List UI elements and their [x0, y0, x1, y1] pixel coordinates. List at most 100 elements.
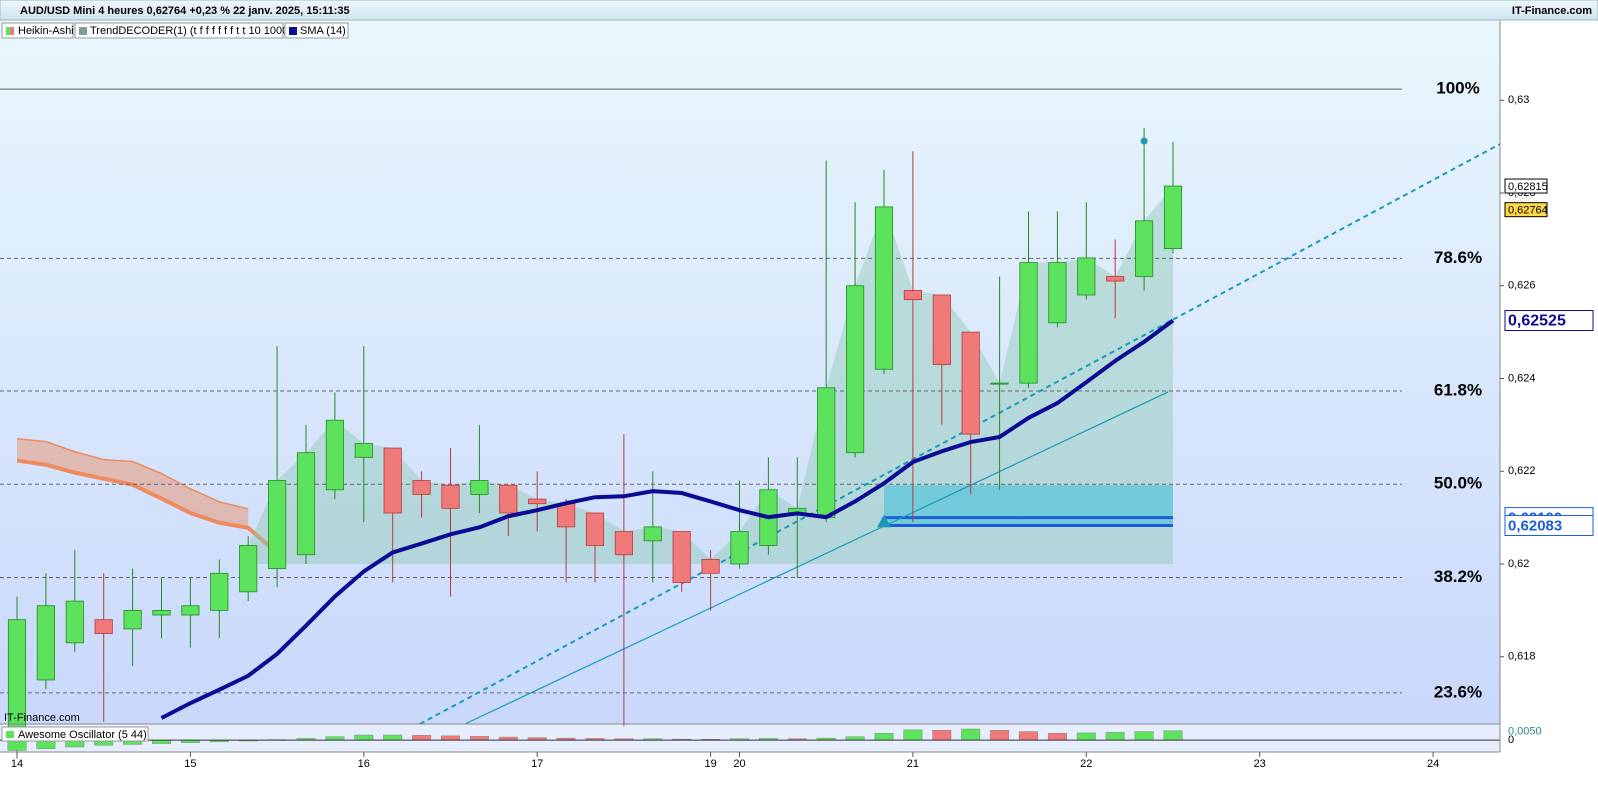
candle-body: [239, 545, 258, 593]
candle-body: [1135, 220, 1154, 277]
candle-body: [1019, 262, 1038, 384]
fib-label: 61.8%: [1434, 380, 1482, 399]
candle-body: [94, 619, 113, 634]
osc-tick-label: 0,0050: [1508, 725, 1542, 737]
legend-swatch: [289, 27, 297, 35]
osc-bar: [469, 736, 489, 741]
osc-bar: [412, 735, 432, 741]
fib-label: 78.6%: [1434, 248, 1482, 267]
osc-bar: [441, 735, 460, 741]
candle-body: [296, 452, 316, 556]
fib-label: 23.6%: [1434, 682, 1482, 701]
legend-label: TrendDECODER(1) (t f f f f f f t t 10 10…: [90, 25, 292, 37]
x-tick-label: 15: [184, 758, 196, 770]
candle-body: [7, 619, 27, 746]
candle-body: [210, 572, 229, 611]
osc-bar: [383, 734, 403, 741]
legend-box: [1, 22, 74, 39]
y-tick-label: 0,63: [1508, 94, 1529, 106]
osc-legend-box: [1, 726, 149, 742]
candle-body: [325, 419, 344, 491]
price-label-box: [1504, 178, 1548, 194]
trendline: [464, 391, 1169, 725]
candle-body: [846, 285, 865, 454]
price-label: 0,62525: [1508, 313, 1566, 330]
price-label: 0,62815: [1508, 181, 1548, 193]
fib-label: 50.0%: [1434, 474, 1482, 493]
x-tick-label: 16: [358, 758, 370, 770]
x-tick-label: 14: [11, 758, 23, 770]
osc-bar: [990, 729, 1010, 741]
legend-swatch: [79, 27, 87, 35]
source: IT-Finance.com: [1512, 5, 1592, 17]
candle-body: [528, 498, 547, 505]
x-tick-label: 22: [1080, 758, 1092, 770]
osc-bar: [325, 736, 345, 741]
osc-bar: [1047, 733, 1067, 741]
x-tick-label: 20: [733, 758, 745, 770]
x-tick-label: 17: [531, 758, 543, 770]
candle-body: [874, 206, 894, 370]
candle-body: [268, 480, 287, 570]
fib-label: 38.2%: [1434, 567, 1482, 586]
candle-body: [643, 526, 662, 542]
candle-body: [585, 512, 605, 546]
candle-body: [1106, 276, 1125, 282]
candle-body: [499, 484, 518, 514]
candle-body: [383, 447, 402, 514]
y-tick-label: 0,622: [1508, 465, 1536, 477]
x-tick-label: 21: [907, 758, 919, 770]
osc-bar: [152, 739, 171, 744]
candle-body: [412, 480, 431, 495]
candle-body: [903, 289, 922, 301]
candle-body: [932, 294, 951, 365]
osc-bar: [961, 728, 981, 741]
osc-bar: [845, 736, 865, 741]
y-tick-label: 0,618: [1508, 651, 1536, 663]
osc-bar: [932, 729, 952, 741]
legend-swatch: [10, 27, 14, 35]
osc-bar: [1105, 732, 1125, 741]
osc-tick-label: 0: [1508, 734, 1514, 746]
osc-bar: [903, 729, 923, 741]
legend-label: Heikin-Ashi: [18, 25, 74, 37]
osc-title: Awesome Oscillator (5 44): [18, 729, 147, 741]
header-bar: [0, 0, 1598, 21]
legend-swatch: [6, 731, 14, 738]
candle-body: [65, 600, 84, 644]
y-tick-label: 0,626: [1508, 280, 1536, 292]
candle-body: [441, 484, 460, 509]
legend-swatch: [6, 27, 10, 35]
price-label-box: [1504, 515, 1594, 537]
legend: Heikin-Ashi TrendDECODER(1) (t f f f f f…: [1, 22, 349, 39]
y-tick-label: 0,624: [1508, 372, 1536, 384]
candle-body: [672, 531, 691, 583]
plot-bg: [0, 20, 1500, 724]
candle-body: [701, 558, 720, 574]
chart-title: AUD/USD Mini 4 heures 0,62764 +0,23 % 22…: [20, 5, 350, 17]
price-label: 0,62764: [1508, 205, 1548, 217]
price-label: 0,62083: [1508, 517, 1562, 534]
price-label-box: [1504, 202, 1548, 218]
x-tick-label: 19: [704, 758, 716, 770]
watermark: IT-Finance.com: [4, 712, 80, 724]
osc-bar: [1134, 731, 1154, 741]
candle-body: [470, 480, 489, 495]
candle-body: [152, 609, 171, 616]
fib-label: 100%: [1436, 79, 1479, 98]
legend-box: [284, 22, 349, 39]
candle-body: [1048, 262, 1067, 324]
osc-bar: [1076, 732, 1096, 741]
osc-bar: [1019, 731, 1038, 741]
candle-body: [961, 331, 980, 435]
signal-triangle: [876, 514, 891, 528]
candle-body: [1077, 257, 1096, 296]
candle-body: [557, 503, 576, 528]
legend-label: SMA (14): [300, 25, 346, 37]
y-tick-label: 0,62: [1508, 558, 1529, 570]
price-label-box: [1504, 310, 1594, 332]
candle-body: [990, 382, 1009, 385]
osc-bar: [1163, 730, 1183, 741]
candle-body: [1163, 185, 1183, 250]
